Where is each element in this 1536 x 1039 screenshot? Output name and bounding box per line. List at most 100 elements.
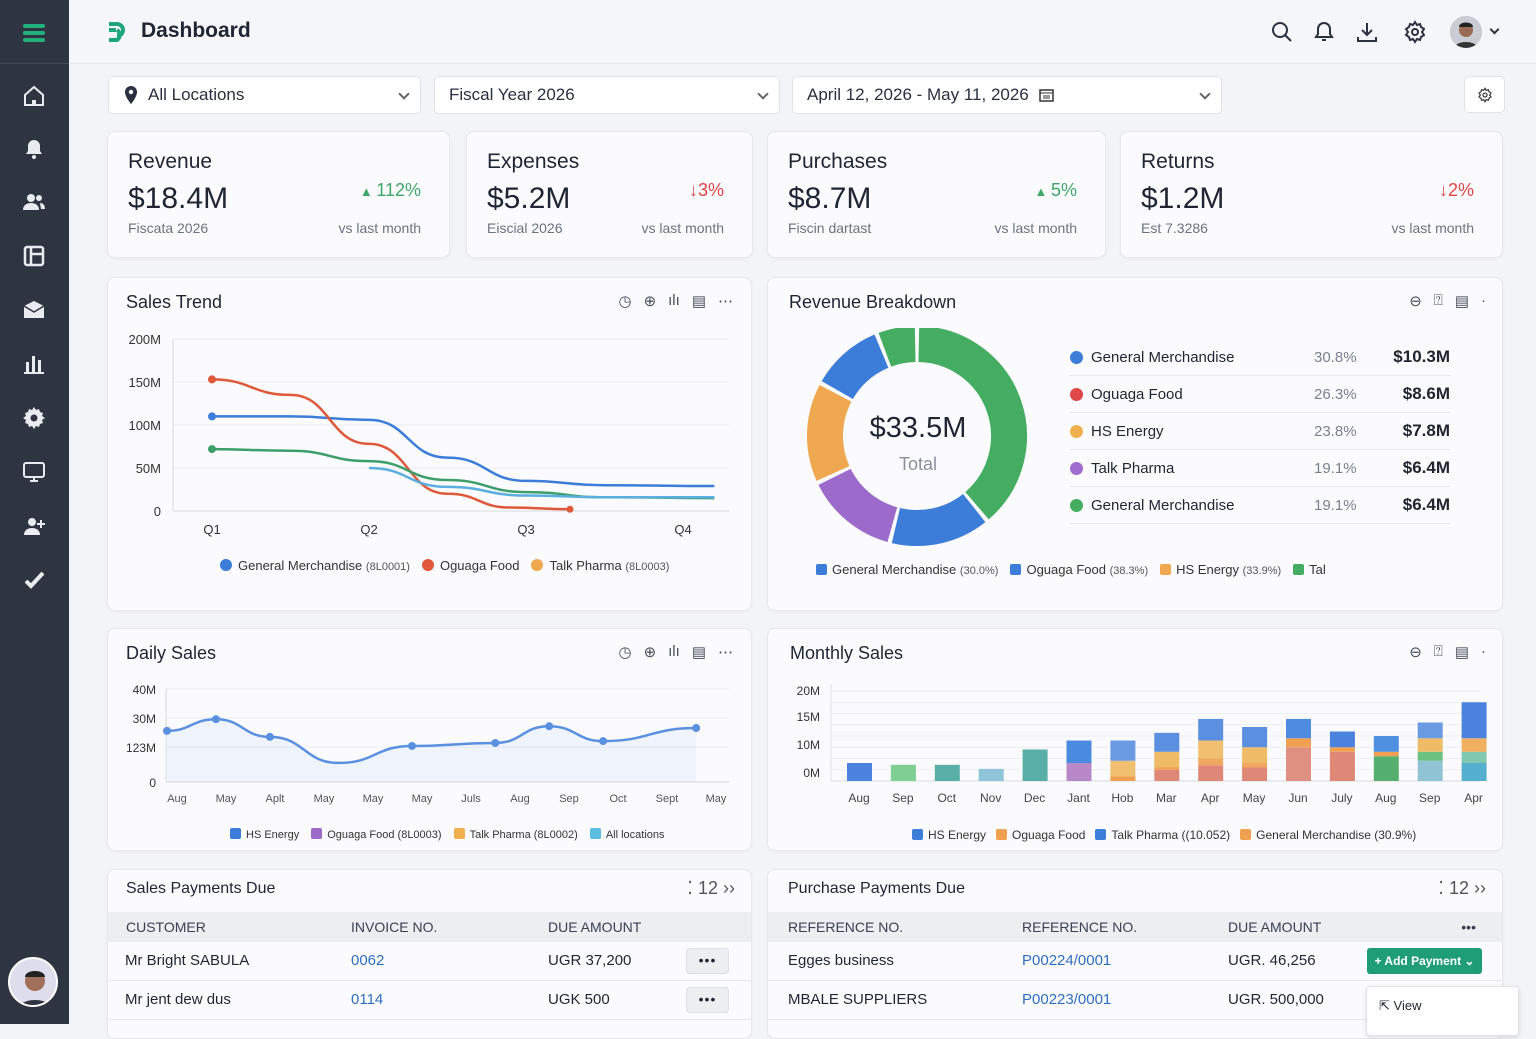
y-tick-label: 40M — [133, 683, 156, 697]
more-icon[interactable]: · — [1481, 643, 1486, 660]
x-tick-label: Juls — [461, 793, 481, 805]
pager[interactable]: ⁚ 12 ›› — [687, 878, 735, 898]
more-icon[interactable]: ••• — [1461, 919, 1476, 935]
add-payment-button[interactable]: + Add Payment ⌄ — [1367, 948, 1482, 974]
bar-segment — [1417, 738, 1443, 752]
mail-icon[interactable] — [19, 295, 49, 325]
profile-dropdown-chevron-icon[interactable] — [1489, 24, 1500, 35]
chart-toolbar: ◷ ⊕ ılı ▤ ⋯ — [618, 292, 733, 310]
table-icon[interactable]: ▤ — [1454, 644, 1469, 661]
kpi-value: $1.2M — [1141, 182, 1225, 215]
kpi-card-purchases: Purchases $8.7M Fiscin dartast ▲ 5% vs last … — [767, 131, 1106, 258]
breakdown-amount: $7.8M — [1402, 421, 1450, 440]
donut-segment — [807, 384, 852, 481]
page-count: 12 — [697, 878, 718, 898]
kpi-value: $5.2M — [487, 182, 571, 215]
help-icon[interactable]: ⍰ — [1433, 292, 1443, 309]
legend-note: (33.9%) — [1242, 565, 1282, 577]
x-tick-label: Aug — [1375, 791, 1396, 805]
notification-bell-icon[interactable] — [1312, 20, 1336, 44]
hamburger-menu-icon[interactable] — [19, 18, 49, 48]
home-icon[interactable] — [19, 81, 49, 111]
user-avatar[interactable] — [8, 957, 58, 1007]
download-icon[interactable] — [1355, 20, 1379, 44]
location-select[interactable]: All Locations — [108, 76, 421, 114]
profile-avatar[interactable] — [1450, 16, 1482, 48]
due-amount: UGR 37,200 — [548, 952, 632, 969]
more-icon[interactable]: · — [1481, 292, 1486, 309]
zoom-icon[interactable]: ⊖ — [1409, 293, 1422, 310]
kpi-comparison: vs last month — [1391, 220, 1474, 236]
bar-chart-icon[interactable]: ılı — [668, 643, 680, 660]
monthly-sales-title: Monthly Sales — [790, 643, 904, 663]
zoom-icon[interactable]: ⊖ — [1409, 644, 1422, 661]
legend-item: Talk Pharma (8L0002) — [453, 828, 578, 841]
x-tick-label: Sept — [656, 793, 679, 805]
pager[interactable]: ⁚ 12 ›› — [1438, 878, 1486, 898]
legend-label: Talk Pharma — [549, 558, 622, 573]
more-icon[interactable]: ⋯ — [718, 644, 733, 661]
filter-settings-button[interactable] — [1464, 76, 1505, 113]
sidebar — [0, 0, 69, 1024]
monthly-sales-chart: 20M 15M 10M 0M Aug Sep Oct Nov Dec Jant Hob Mar Apr M… — [797, 684, 1487, 805]
breakdown-amount: $6.4M — [1402, 458, 1450, 477]
check-icon[interactable] — [19, 565, 49, 595]
view-menu-item[interactable]: ⇱ View — [1379, 998, 1421, 1014]
legend-label: Oguaga Food — [439, 558, 520, 573]
area-fill — [167, 719, 697, 782]
row-actions-button[interactable]: ••• — [686, 987, 729, 1013]
table-header: REFERENCE NO. REFERENCE NO. DUE AMOUNT ••• — [768, 912, 1502, 942]
settings-icon[interactable] — [19, 403, 49, 433]
bar-chart-icon[interactable]: ılı — [668, 292, 680, 309]
trend-up-icon: ▲ — [1034, 184, 1051, 199]
x-tick-label: May — [706, 793, 727, 805]
legend-label: Talk Pharma (8L0002) — [469, 829, 578, 841]
series-line-all — [368, 466, 715, 499]
breakdown-label: HS Energy — [1091, 422, 1164, 440]
monitor-icon[interactable] — [19, 457, 49, 487]
table-row: Mr jent dew dus 0114 UGK 500 ••• — [108, 981, 751, 1020]
table-icon[interactable]: ▤ — [691, 293, 706, 310]
legend-swatch — [1293, 564, 1305, 575]
table-header: CUSTOMER INVOICE NO. DUE AMOUNT — [108, 912, 751, 942]
bar-chart-icon[interactable] — [19, 349, 49, 379]
history-icon[interactable]: ◷ — [618, 644, 632, 661]
legend-swatch — [531, 559, 544, 571]
help-icon[interactable]: ⍰ — [1433, 643, 1443, 660]
search-icon[interactable] — [1270, 20, 1294, 44]
users-icon[interactable] — [19, 187, 49, 217]
column-header: DUE AMOUNT — [1228, 919, 1322, 935]
table-icon[interactable]: ▤ — [691, 644, 706, 661]
reference-link[interactable]: P00223/0001 — [1022, 991, 1112, 1008]
donut-segment — [891, 493, 986, 546]
user-add-icon[interactable] — [19, 511, 49, 541]
settings-gear-icon[interactable] — [1403, 20, 1427, 44]
breakdown-label: General Merchandise — [1091, 348, 1235, 366]
zoom-icon[interactable]: ⊕ — [643, 644, 657, 661]
column-header: CUSTOMER — [126, 919, 206, 935]
legend-note: (8L0001) — [365, 561, 410, 573]
invoice-link[interactable]: 0062 — [351, 952, 385, 969]
kpi-delta: ▲ 112% — [360, 180, 421, 201]
board-icon[interactable] — [19, 241, 49, 271]
breakdown-row: Talk Pharma 19.1% $6.4M — [1070, 450, 1450, 487]
series-line-oguaga-food — [211, 378, 570, 511]
row-actions-button[interactable]: ••• — [686, 948, 729, 974]
customer-name: Mr jent dew dus — [125, 991, 231, 1008]
fiscal-year-select[interactable]: Fiscal Year 2026 — [434, 76, 780, 114]
date-range-select[interactable]: April 12, 2026 - May 11, 2026 — [792, 76, 1222, 114]
monthly-sales-card: Monthly Sales ⊖ ⍰ ▤ · 20M 15M 10M 0M Aug Sep Oct N… — [767, 628, 1503, 851]
table-icon[interactable]: ▤ — [1454, 293, 1469, 310]
reference-link[interactable]: P00224/0001 — [1022, 952, 1112, 969]
bar-segment — [1417, 760, 1443, 781]
zoom-icon[interactable]: ⊕ — [643, 293, 657, 310]
history-icon[interactable]: ◷ — [618, 293, 632, 310]
bell-icon[interactable] — [19, 134, 49, 164]
legend-item: Oguaga Food — [996, 828, 1085, 842]
more-icon[interactable]: ⋯ — [718, 293, 733, 310]
kpi-title: Expenses — [487, 150, 580, 173]
x-tick-label: Nov — [980, 791, 1001, 805]
invoice-link[interactable]: 0114 — [351, 991, 384, 1008]
x-tick-label: Sep — [892, 791, 914, 805]
date-range-value: April 12, 2026 - May 11, 2026 — [807, 85, 1029, 104]
